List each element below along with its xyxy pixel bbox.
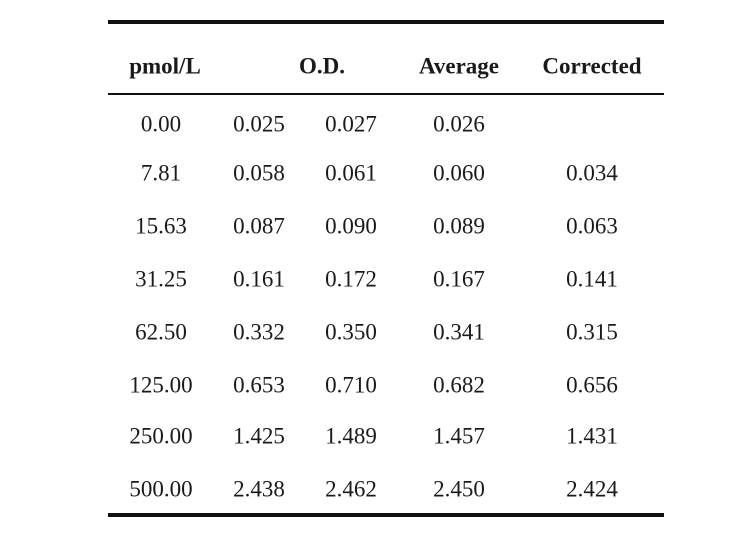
cell-od-2: 1.489	[325, 423, 377, 449]
cell-corrected: 0.034	[566, 160, 618, 186]
cell-od-2: 0.061	[325, 160, 377, 186]
cell-od-1: 0.653	[233, 372, 285, 398]
table-top-rule	[108, 20, 664, 24]
cell-od-2: 0.090	[325, 213, 377, 239]
header-concentration: pmol/L	[129, 53, 201, 79]
cell-corrected: 0.656	[566, 372, 618, 398]
cell-concentration: 0.00	[140, 111, 182, 137]
cell-average: 2.450	[433, 476, 485, 502]
cell-od-2: 0.710	[325, 372, 377, 398]
header-average: Average	[418, 53, 500, 79]
header-od: O.D.	[299, 53, 345, 79]
cell-average: 0.167	[433, 266, 485, 292]
cell-od-1: 0.058	[233, 160, 285, 186]
cell-od-1: 0.161	[233, 266, 285, 292]
cell-average: 0.089	[433, 213, 485, 239]
cell-concentration: 500.00	[129, 476, 193, 502]
cell-od-1: 0.087	[233, 213, 285, 239]
cell-od-1: 0.025	[233, 111, 285, 137]
cell-corrected: 1.431	[566, 423, 618, 449]
cell-concentration: 62.50	[135, 319, 187, 345]
cell-average: 0.341	[433, 319, 485, 345]
cell-concentration: 15.63	[135, 213, 187, 239]
cell-corrected: 0.315	[566, 319, 618, 345]
table-bottom-rule	[108, 513, 664, 517]
cell-average: 0.682	[433, 372, 485, 398]
cell-concentration: 250.00	[129, 423, 193, 449]
cell-od-2: 0.350	[325, 319, 377, 345]
cell-od-2: 2.462	[325, 476, 377, 502]
cell-od-1: 1.425	[233, 423, 285, 449]
cell-concentration: 31.25	[135, 266, 187, 292]
cell-od-2: 0.172	[325, 266, 377, 292]
cell-average: 1.457	[433, 423, 485, 449]
header-rule	[108, 93, 664, 95]
cell-average: 0.060	[433, 160, 485, 186]
cell-corrected: 2.424	[566, 476, 618, 502]
cell-concentration: 125.00	[129, 372, 193, 398]
cell-od-1: 2.438	[233, 476, 285, 502]
cell-od-2: 0.027	[325, 111, 377, 137]
cell-corrected: 0.141	[566, 266, 618, 292]
data-table: pmol/L O.D. Average Corrected 0.00 0.025 0…	[108, 20, 664, 520]
cell-concentration: 7.81	[140, 160, 182, 186]
cell-od-1: 0.332	[233, 319, 285, 345]
header-corrected: Corrected	[542, 53, 642, 79]
cell-corrected: 0.063	[566, 213, 618, 239]
cell-average: 0.026	[433, 111, 485, 137]
